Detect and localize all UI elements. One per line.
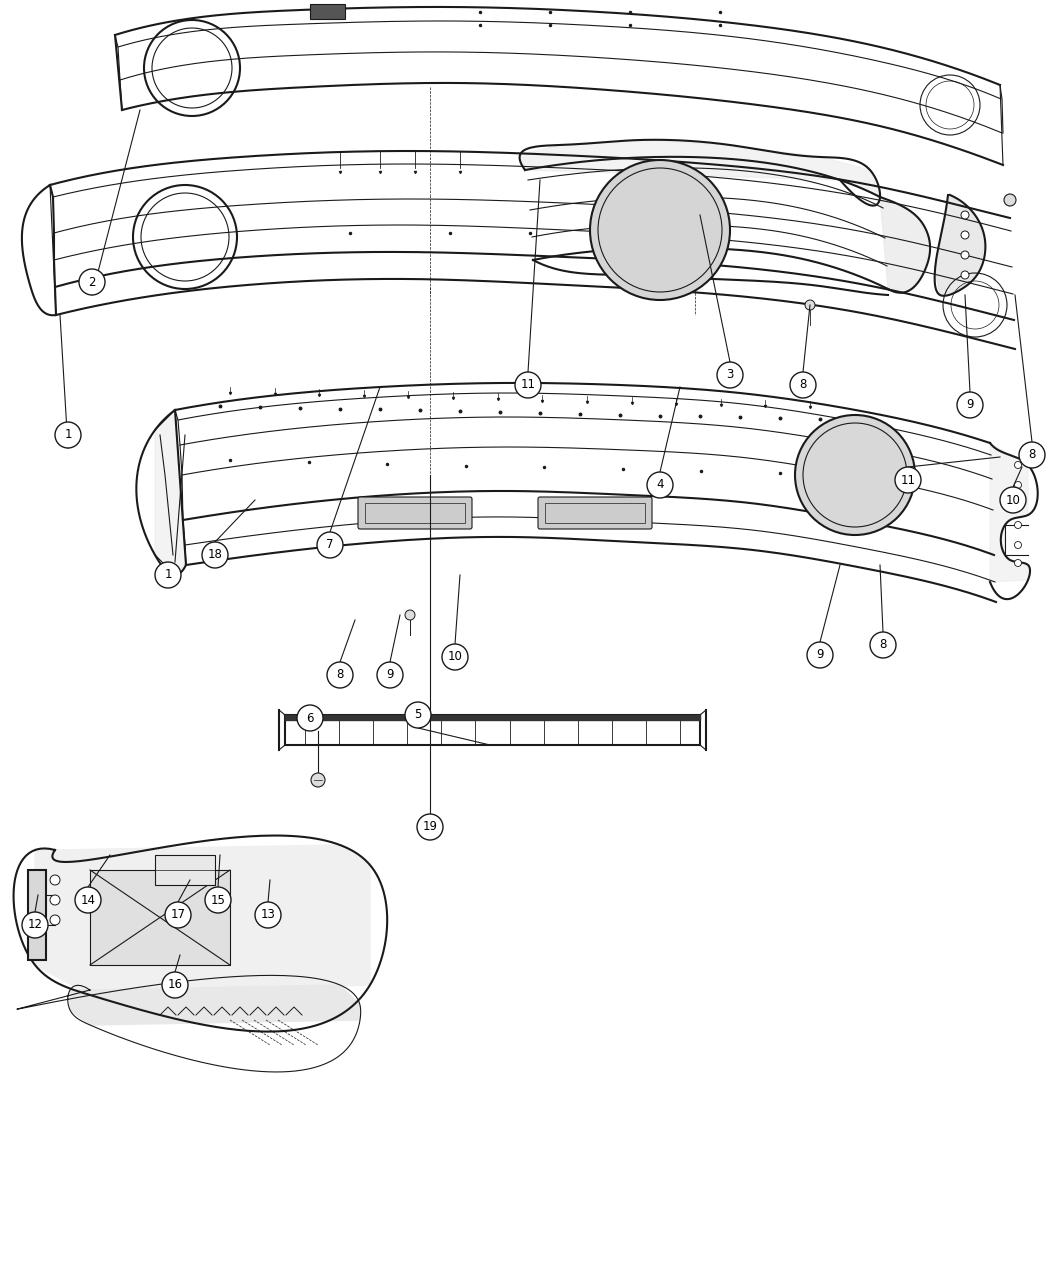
- Circle shape: [165, 901, 191, 928]
- Text: 6: 6: [307, 711, 314, 724]
- Text: 9: 9: [816, 649, 824, 662]
- Text: 8: 8: [879, 639, 886, 652]
- Circle shape: [1014, 560, 1022, 566]
- Circle shape: [202, 542, 228, 567]
- Text: 15: 15: [211, 894, 226, 907]
- Circle shape: [1018, 442, 1045, 468]
- Text: 9: 9: [386, 668, 394, 682]
- Circle shape: [255, 901, 281, 928]
- Circle shape: [79, 269, 105, 295]
- Text: 7: 7: [327, 538, 334, 552]
- Text: 5: 5: [415, 709, 422, 722]
- Polygon shape: [155, 411, 186, 575]
- Polygon shape: [934, 195, 985, 295]
- Polygon shape: [880, 198, 930, 289]
- Circle shape: [1004, 194, 1016, 207]
- Text: 3: 3: [727, 368, 734, 381]
- Polygon shape: [990, 442, 1028, 581]
- Circle shape: [790, 372, 816, 398]
- Text: 10: 10: [1006, 493, 1021, 506]
- Polygon shape: [70, 986, 360, 1025]
- Text: 17: 17: [170, 909, 186, 922]
- Text: 8: 8: [799, 379, 806, 391]
- FancyBboxPatch shape: [538, 497, 652, 529]
- Circle shape: [50, 895, 60, 905]
- Text: 13: 13: [260, 909, 275, 922]
- Polygon shape: [285, 715, 700, 720]
- Circle shape: [1014, 521, 1022, 529]
- Bar: [90, 870, 230, 965]
- Circle shape: [50, 875, 60, 885]
- Text: 1: 1: [64, 428, 71, 441]
- Circle shape: [442, 644, 468, 669]
- Text: 12: 12: [27, 918, 42, 932]
- Bar: [365, 504, 465, 523]
- Circle shape: [1014, 482, 1022, 488]
- Circle shape: [961, 251, 969, 259]
- Circle shape: [807, 643, 833, 668]
- Circle shape: [647, 472, 673, 499]
- Text: 19: 19: [422, 821, 438, 834]
- Bar: [28, 870, 46, 960]
- Circle shape: [317, 532, 343, 558]
- Circle shape: [205, 887, 231, 913]
- Circle shape: [162, 972, 188, 998]
- Text: 1: 1: [164, 569, 172, 581]
- Circle shape: [311, 773, 326, 787]
- Text: 14: 14: [81, 894, 96, 907]
- Circle shape: [717, 362, 743, 388]
- Text: 11: 11: [901, 473, 916, 487]
- Circle shape: [155, 562, 181, 588]
- Circle shape: [405, 703, 430, 728]
- Text: 9: 9: [966, 399, 973, 412]
- Circle shape: [895, 467, 921, 493]
- Circle shape: [22, 912, 48, 938]
- Text: 11: 11: [521, 379, 536, 391]
- Circle shape: [870, 632, 896, 658]
- Circle shape: [1014, 542, 1022, 548]
- Circle shape: [377, 662, 403, 688]
- Circle shape: [514, 372, 541, 398]
- Text: 16: 16: [168, 978, 183, 992]
- Circle shape: [55, 422, 81, 448]
- Circle shape: [1000, 487, 1026, 513]
- Circle shape: [50, 915, 60, 924]
- Bar: [310, 4, 345, 19]
- Circle shape: [957, 391, 983, 418]
- Circle shape: [590, 159, 730, 300]
- Polygon shape: [520, 140, 880, 198]
- Circle shape: [805, 300, 815, 310]
- Circle shape: [1014, 501, 1022, 509]
- Circle shape: [795, 414, 915, 536]
- Circle shape: [75, 887, 101, 913]
- Text: 8: 8: [1028, 449, 1035, 462]
- Circle shape: [297, 705, 323, 731]
- Circle shape: [405, 609, 415, 620]
- Bar: [155, 856, 215, 885]
- Circle shape: [417, 813, 443, 840]
- Circle shape: [961, 272, 969, 279]
- Text: 2: 2: [88, 275, 96, 288]
- Text: 10: 10: [447, 650, 462, 663]
- Text: 18: 18: [208, 548, 223, 561]
- Text: 4: 4: [656, 478, 664, 491]
- Circle shape: [961, 231, 969, 238]
- FancyBboxPatch shape: [358, 497, 472, 529]
- Circle shape: [961, 210, 969, 219]
- Circle shape: [1014, 462, 1022, 468]
- Text: 8: 8: [336, 668, 343, 682]
- Circle shape: [327, 662, 353, 688]
- Bar: [545, 504, 645, 523]
- Polygon shape: [35, 845, 370, 994]
